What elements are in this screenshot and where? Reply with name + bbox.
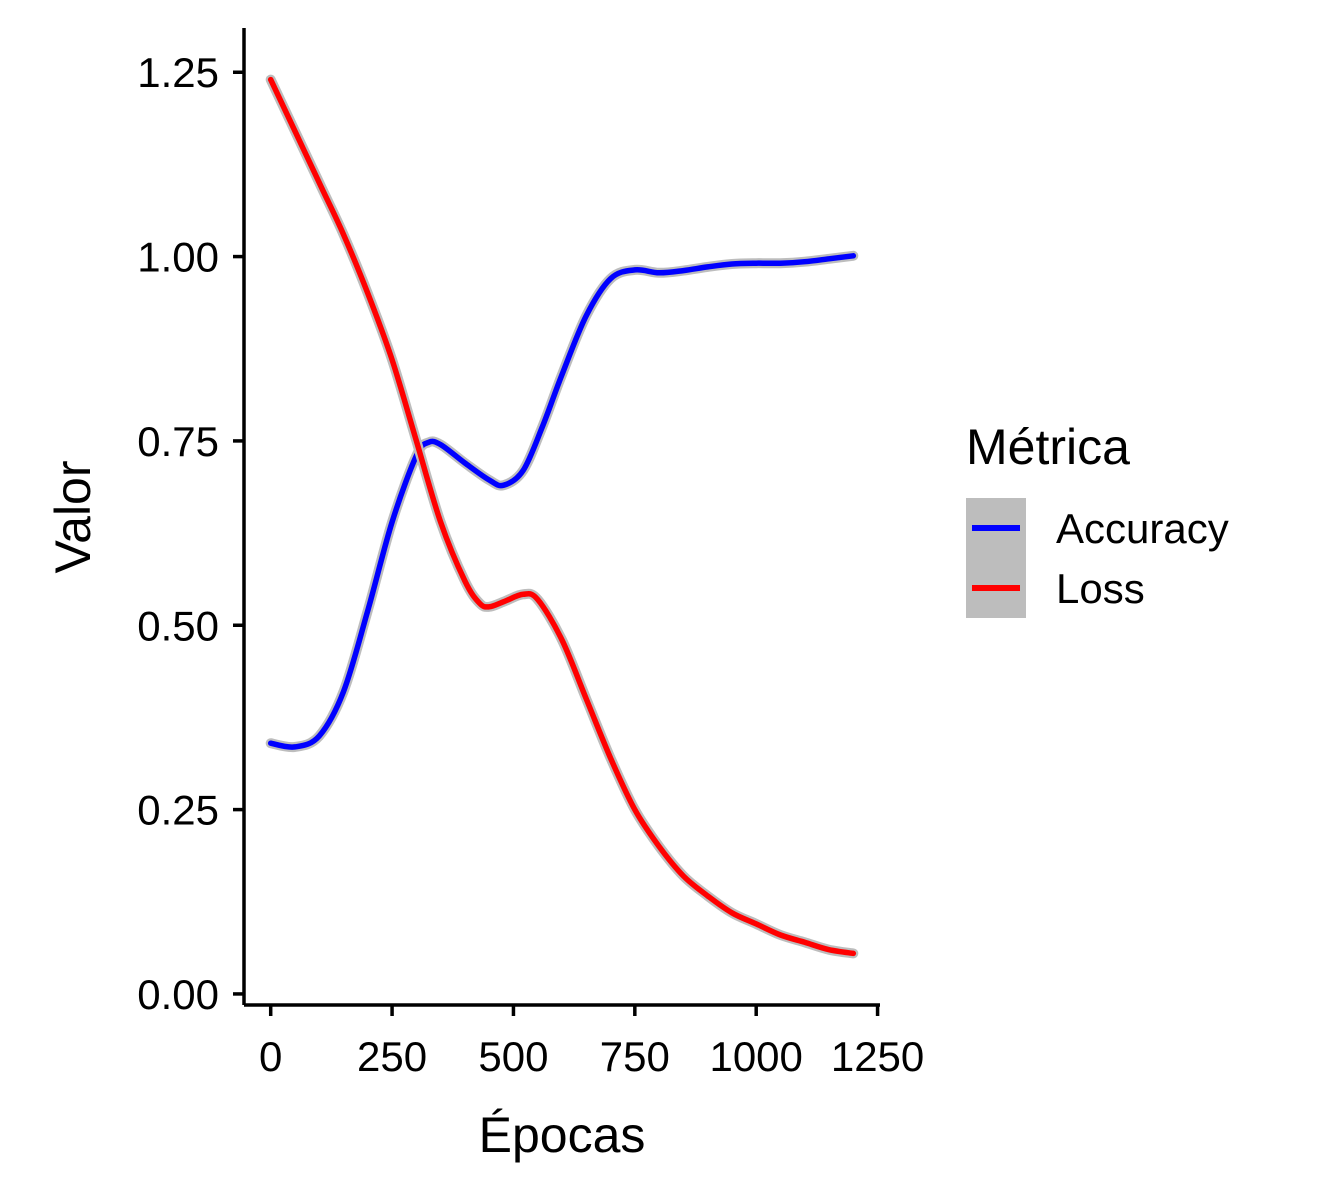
- y-axis-ticks: 0.00 0.25 0.50 0.75 1.00 1.25: [137, 49, 244, 1018]
- x-axis-ticks: 0 250 500 750 1000 1250: [259, 1005, 924, 1080]
- accuracy-confidence-band: [265, 250, 859, 753]
- x-axis-title: Épocas: [479, 1107, 646, 1163]
- legend-items: Accuracy Loss: [966, 498, 1229, 618]
- legend-title: Métrica: [966, 419, 1130, 475]
- x-tick-label: 250: [357, 1033, 427, 1080]
- accuracy-series-line: [267, 253, 857, 750]
- x-tick-label: 500: [478, 1033, 548, 1080]
- y-tick-label: 1.25: [137, 49, 219, 96]
- y-tick-label: 0.00: [137, 971, 219, 1018]
- y-tick-label: 0.50: [137, 602, 219, 649]
- plot-area: [265, 74, 859, 959]
- x-tick-label: 0: [259, 1033, 282, 1080]
- loss-legend-label: Loss: [1056, 565, 1145, 612]
- x-tick-label: 1000: [709, 1033, 802, 1080]
- x-tick-label: 1250: [831, 1033, 924, 1080]
- y-tick-label: 1.00: [137, 234, 219, 281]
- y-axis-title: Valor: [45, 460, 101, 573]
- y-tick-label: 0.25: [137, 787, 219, 834]
- accuracy-legend-label: Accuracy: [1056, 505, 1229, 552]
- loss-series-line: [267, 76, 857, 957]
- y-tick-label: 0.75: [137, 418, 219, 465]
- axes: 0.00 0.25 0.50 0.75 1.00 1.25 0 250 500 750 1000 1…: [137, 28, 924, 1080]
- x-tick-label: 750: [600, 1033, 670, 1080]
- legend: Métrica Accuracy Loss: [966, 419, 1229, 618]
- loss-confidence-band: [265, 74, 859, 959]
